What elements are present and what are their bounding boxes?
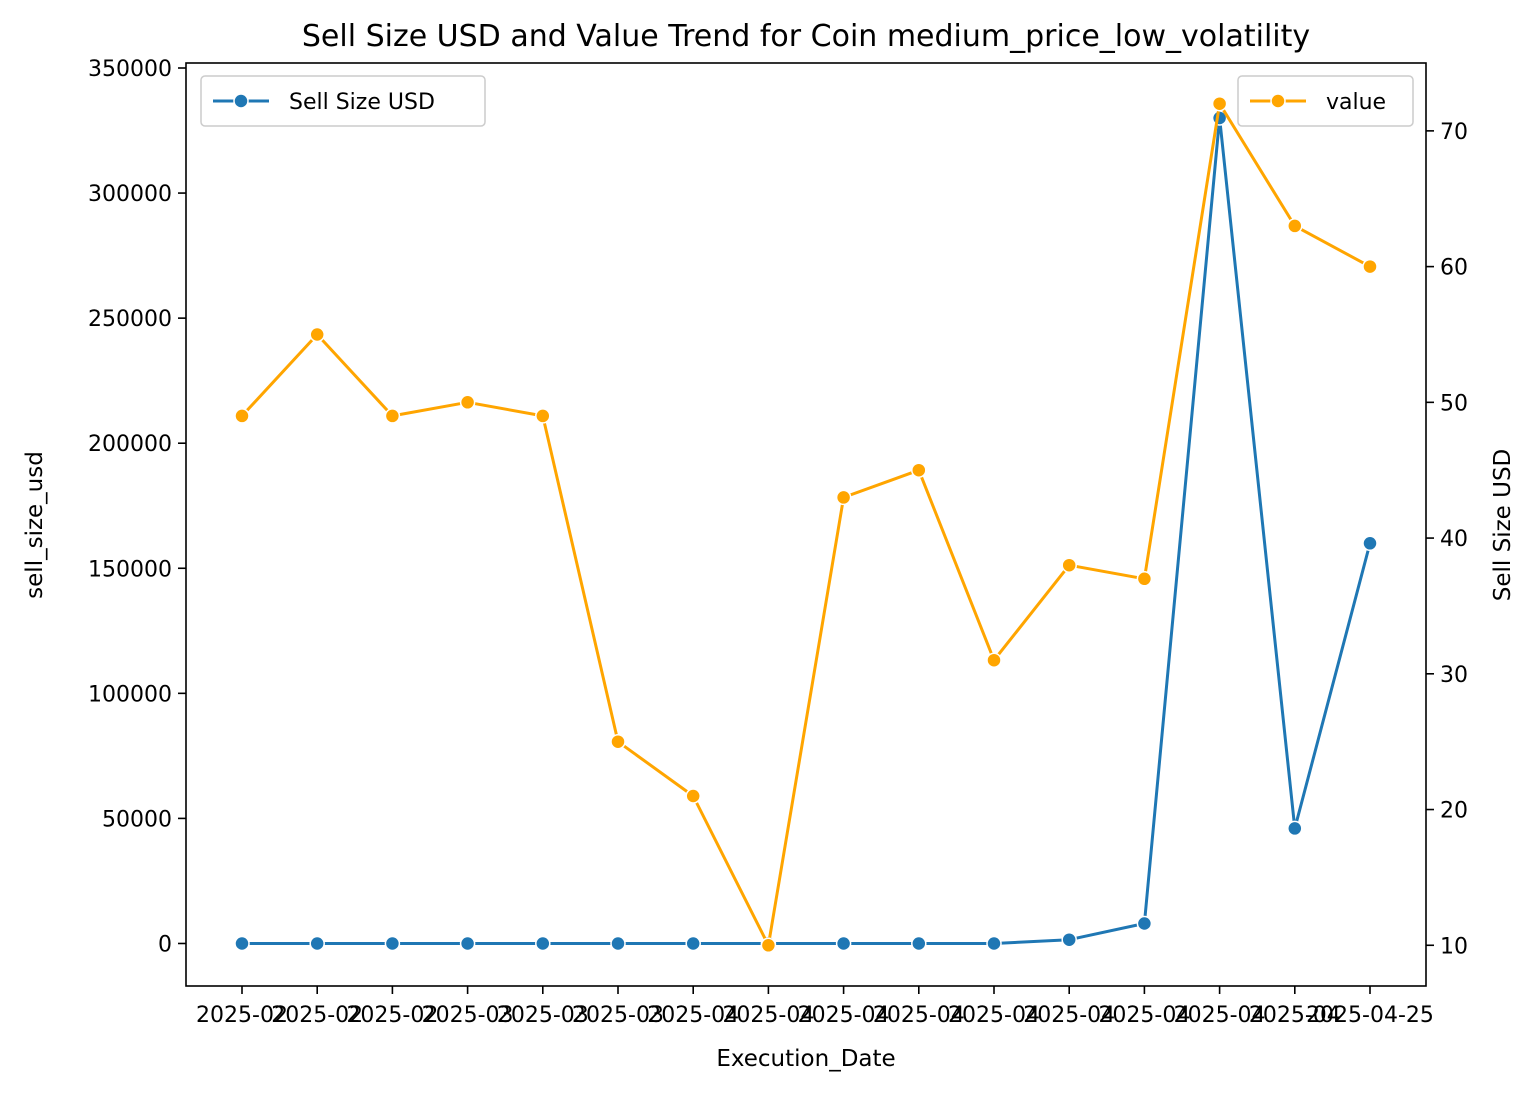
series-layer <box>234 95 1378 954</box>
series-point-1 <box>835 489 852 506</box>
right-y-tick-label: 20 <box>1440 799 1468 824</box>
x-axis-label: Execution_Date <box>716 1046 895 1072</box>
legend-right: value <box>1237 75 1414 127</box>
series-point-0 <box>1136 915 1153 932</box>
series-point-1 <box>1211 95 1228 112</box>
series-point-1 <box>760 937 777 954</box>
series-point-0 <box>1287 820 1303 837</box>
series-point-0 <box>685 935 701 952</box>
right-y-tick-label: 30 <box>1440 663 1468 688</box>
right-y-tick-label: 50 <box>1440 391 1468 416</box>
series-point-1 <box>459 394 476 411</box>
series-point-0 <box>309 935 325 952</box>
left-y-axis: 0 50000 100000 150000 200000 250000 300000 3500… <box>88 57 186 957</box>
x-tick-label: 2025-03 <box>497 1003 589 1028</box>
legend-left-label: Sell Size USD <box>289 90 435 115</box>
left-y-tick-label: 300000 <box>88 182 172 207</box>
series-point-0 <box>234 935 250 952</box>
right-y-axis-label: Sell Size USD <box>1490 449 1516 602</box>
series-point-1 <box>1287 218 1303 234</box>
right-y-tick-label: 10 <box>1440 934 1468 959</box>
left-y-tick-label: 0 <box>158 932 172 957</box>
series-point-0 <box>1061 931 1077 948</box>
series-line-1 <box>240 102 1371 947</box>
x-tick-label: 2025-02 <box>196 1003 288 1028</box>
x-tick-label: 2025-04 <box>647 1003 739 1028</box>
x-axis: 2025-022025-022025-022025-032025-032025-… <box>196 986 1434 1028</box>
series-point-1 <box>309 326 325 343</box>
left-y-tick-label: 350000 <box>88 57 172 82</box>
right-y-tick-label: 70 <box>1440 120 1468 145</box>
left-y-tick-label: 200000 <box>88 432 172 457</box>
series-point-1 <box>1136 571 1153 587</box>
series-point-1 <box>1061 557 1077 573</box>
series-point-0 <box>1362 535 1378 552</box>
legend-left: Sell Size USD <box>200 75 486 127</box>
left-y-axis-label: sell_size_usd <box>22 451 48 599</box>
x-tick-label: 2025-04 <box>1098 1003 1190 1028</box>
series-point-0 <box>535 935 551 952</box>
series-line-0 <box>242 116 1372 945</box>
left-y-tick-label: 50000 <box>102 807 172 832</box>
legend-right-label: value <box>1326 90 1386 115</box>
series-point-1 <box>535 408 551 424</box>
series-point-0 <box>459 935 476 952</box>
plot-frame <box>185 62 1427 987</box>
x-tick-label: 2025-03 <box>572 1003 664 1028</box>
series-point-0 <box>610 935 626 952</box>
x-tick-label: 2025-04-25 <box>1306 1003 1434 1028</box>
legend-right-marker <box>1270 93 1286 109</box>
series-point-0 <box>911 935 927 952</box>
right-y-axis: 10 20 30 40 50 60 70 <box>1426 120 1468 959</box>
x-tick-label: 2025-04 <box>1249 1003 1341 1028</box>
x-tick-label: 2025-04 <box>1174 1003 1266 1028</box>
chart-title: Sell Size USD and Value Trend for Coin m… <box>302 19 1310 54</box>
left-y-tick-label: 100000 <box>88 682 172 707</box>
series-point-1 <box>610 733 626 750</box>
series-point-1 <box>685 788 701 804</box>
x-tick-label: 2025-03 <box>422 1003 514 1028</box>
x-tick-label: 2025-02 <box>346 1003 438 1028</box>
series-point-1 <box>384 408 401 424</box>
right-y-tick-label: 40 <box>1440 527 1468 552</box>
x-tick-label: 2025-04 <box>722 1003 814 1028</box>
x-tick-label: 2025-04 <box>1023 1003 1115 1028</box>
x-tick-label: 2025-04 <box>798 1003 890 1028</box>
series-point-0 <box>986 935 1002 952</box>
legend-left-marker <box>233 93 249 109</box>
series-point-1 <box>911 462 927 478</box>
series-point-1 <box>234 408 250 424</box>
left-y-tick-label: 250000 <box>88 307 172 332</box>
legend-left-box <box>200 75 486 127</box>
series-point-0 <box>384 935 401 952</box>
x-tick-label: 2025-04 <box>873 1003 965 1028</box>
x-tick-label: 2025-04 <box>948 1003 1040 1028</box>
right-y-tick-label: 60 <box>1440 256 1468 281</box>
left-y-tick-label: 150000 <box>88 557 172 582</box>
series-point-0 <box>835 935 852 952</box>
x-tick-label: 2025-02 <box>271 1003 363 1028</box>
legend-right-box <box>1237 75 1414 127</box>
series-point-1 <box>1362 258 1378 275</box>
series-point-1 <box>986 652 1002 668</box>
